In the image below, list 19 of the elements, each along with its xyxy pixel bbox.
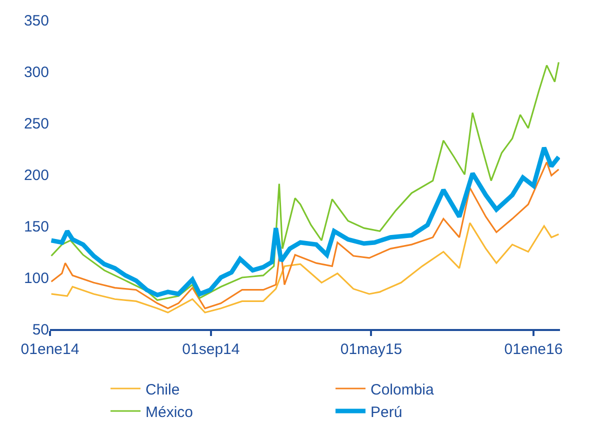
x-tick-label: 01ene14 xyxy=(20,341,80,358)
legend-label: Chile xyxy=(146,381,180,398)
y-tick-label: 250 xyxy=(24,115,49,132)
line-series xyxy=(50,145,560,298)
y-tick-label: 50 xyxy=(32,321,49,338)
x-tick-label: 01sep14 xyxy=(182,341,240,358)
legend-label: México xyxy=(146,404,194,421)
line-series xyxy=(50,161,560,310)
y-tick-label: 350 xyxy=(24,12,49,30)
x-tick-label: 01ene16 xyxy=(504,341,563,358)
y-tick-label: 300 xyxy=(24,64,49,81)
line-series xyxy=(50,61,560,301)
y-tick-label: 150 xyxy=(24,218,49,236)
y-tick-label: 200 xyxy=(24,166,49,184)
x-tick-label: 01may15 xyxy=(340,341,402,358)
legend-label: Colombia xyxy=(370,381,435,398)
y-tick-label: 100 xyxy=(24,270,49,287)
legend-label: Perú xyxy=(370,404,402,421)
line-series xyxy=(50,222,560,314)
